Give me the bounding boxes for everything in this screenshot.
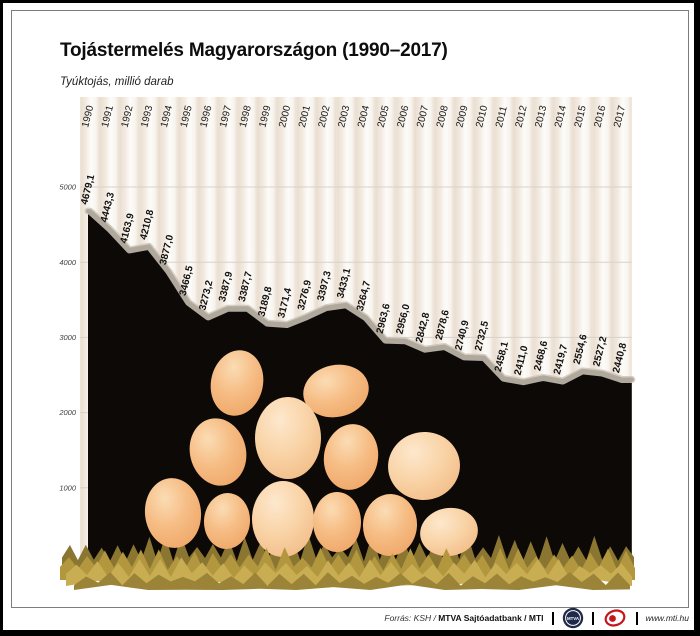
svg-text:2012: 2012 [514,104,530,129]
footer: Forrás: KSH / MTVA Sajtóadatbank / MTI M… [384,607,689,629]
svg-text:1992: 1992 [120,104,136,129]
svg-text:2009: 2009 [455,104,471,129]
svg-text:2003: 2003 [336,104,352,129]
mtva-logo-text: MTVA [566,616,579,621]
svg-text:2000: 2000 [277,104,293,129]
svg-text:2016: 2016 [592,104,608,129]
svg-text:1991: 1991 [100,104,116,129]
separator-bar [635,611,638,625]
svg-text:2011: 2011 [494,105,510,129]
y-axis-labels: 010002000300040005000 [58,183,77,568]
svg-text:2000: 2000 [58,408,77,417]
source-organizations: MTVA Sajtóadatbank / MTI [438,613,544,623]
svg-text:1999: 1999 [258,104,274,129]
separator-bar [591,611,594,625]
svg-text:2010: 2010 [474,104,490,129]
svg-text:4000: 4000 [59,258,77,267]
svg-text:1994: 1994 [159,104,175,129]
x-axis-labels: 1990 1991 1992 1993 1994 1995 1996 1997 1998 1999… [80,104,628,129]
grass-front-illustration [60,547,635,590]
separator-bar [551,611,554,625]
source-text: Forrás: KSH / MTVA Sajtóadatbank / MTI [384,613,543,623]
grass-illustration [62,534,634,570]
svg-text:3000: 3000 [59,333,77,342]
svg-text:2008: 2008 [435,104,451,129]
svg-text:1000: 1000 [59,483,77,492]
chart-title: Tojástermelés Magyarországon (1990–2017) [60,40,448,61]
svg-text:2013: 2013 [533,104,549,129]
svg-text:2007: 2007 [415,104,431,129]
source-prefix: Forrás: KSH / [384,613,439,623]
chart-subtitle: Tyúktojás, millió darab [60,76,174,88]
svg-text:1993: 1993 [139,104,155,129]
svg-text:2005: 2005 [376,104,392,129]
svg-text:2017: 2017 [612,104,628,129]
svg-text:2015: 2015 [573,104,589,129]
svg-text:1990: 1990 [80,104,96,129]
svg-text:1996: 1996 [198,104,214,129]
website-url: www.mti.hu [645,613,689,623]
chart-frame [11,10,689,608]
svg-text:2014: 2014 [553,104,569,129]
svg-text:1997: 1997 [218,104,234,129]
mtva-logo-icon: MTVA [562,607,583,629]
egg-pile-illustration [144,350,478,557]
svg-text:1995: 1995 [179,104,195,129]
svg-text:1998: 1998 [238,104,254,129]
svg-text:2006: 2006 [395,104,411,129]
mti-logo-icon [604,609,625,627]
svg-text:2002: 2002 [317,104,333,129]
svg-text:5000: 5000 [59,183,77,192]
svg-text:2004: 2004 [356,104,372,129]
svg-text:2001: 2001 [297,104,313,129]
